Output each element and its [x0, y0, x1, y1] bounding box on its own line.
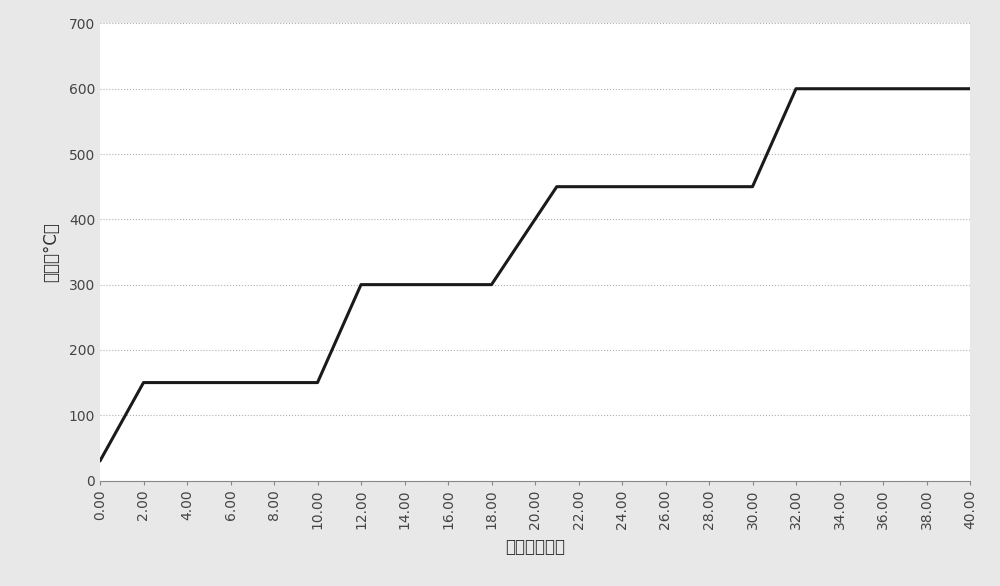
X-axis label: 时间（分钟）: 时间（分钟）: [505, 537, 565, 556]
Y-axis label: 温度（°C）: 温度（°C）: [42, 222, 60, 282]
